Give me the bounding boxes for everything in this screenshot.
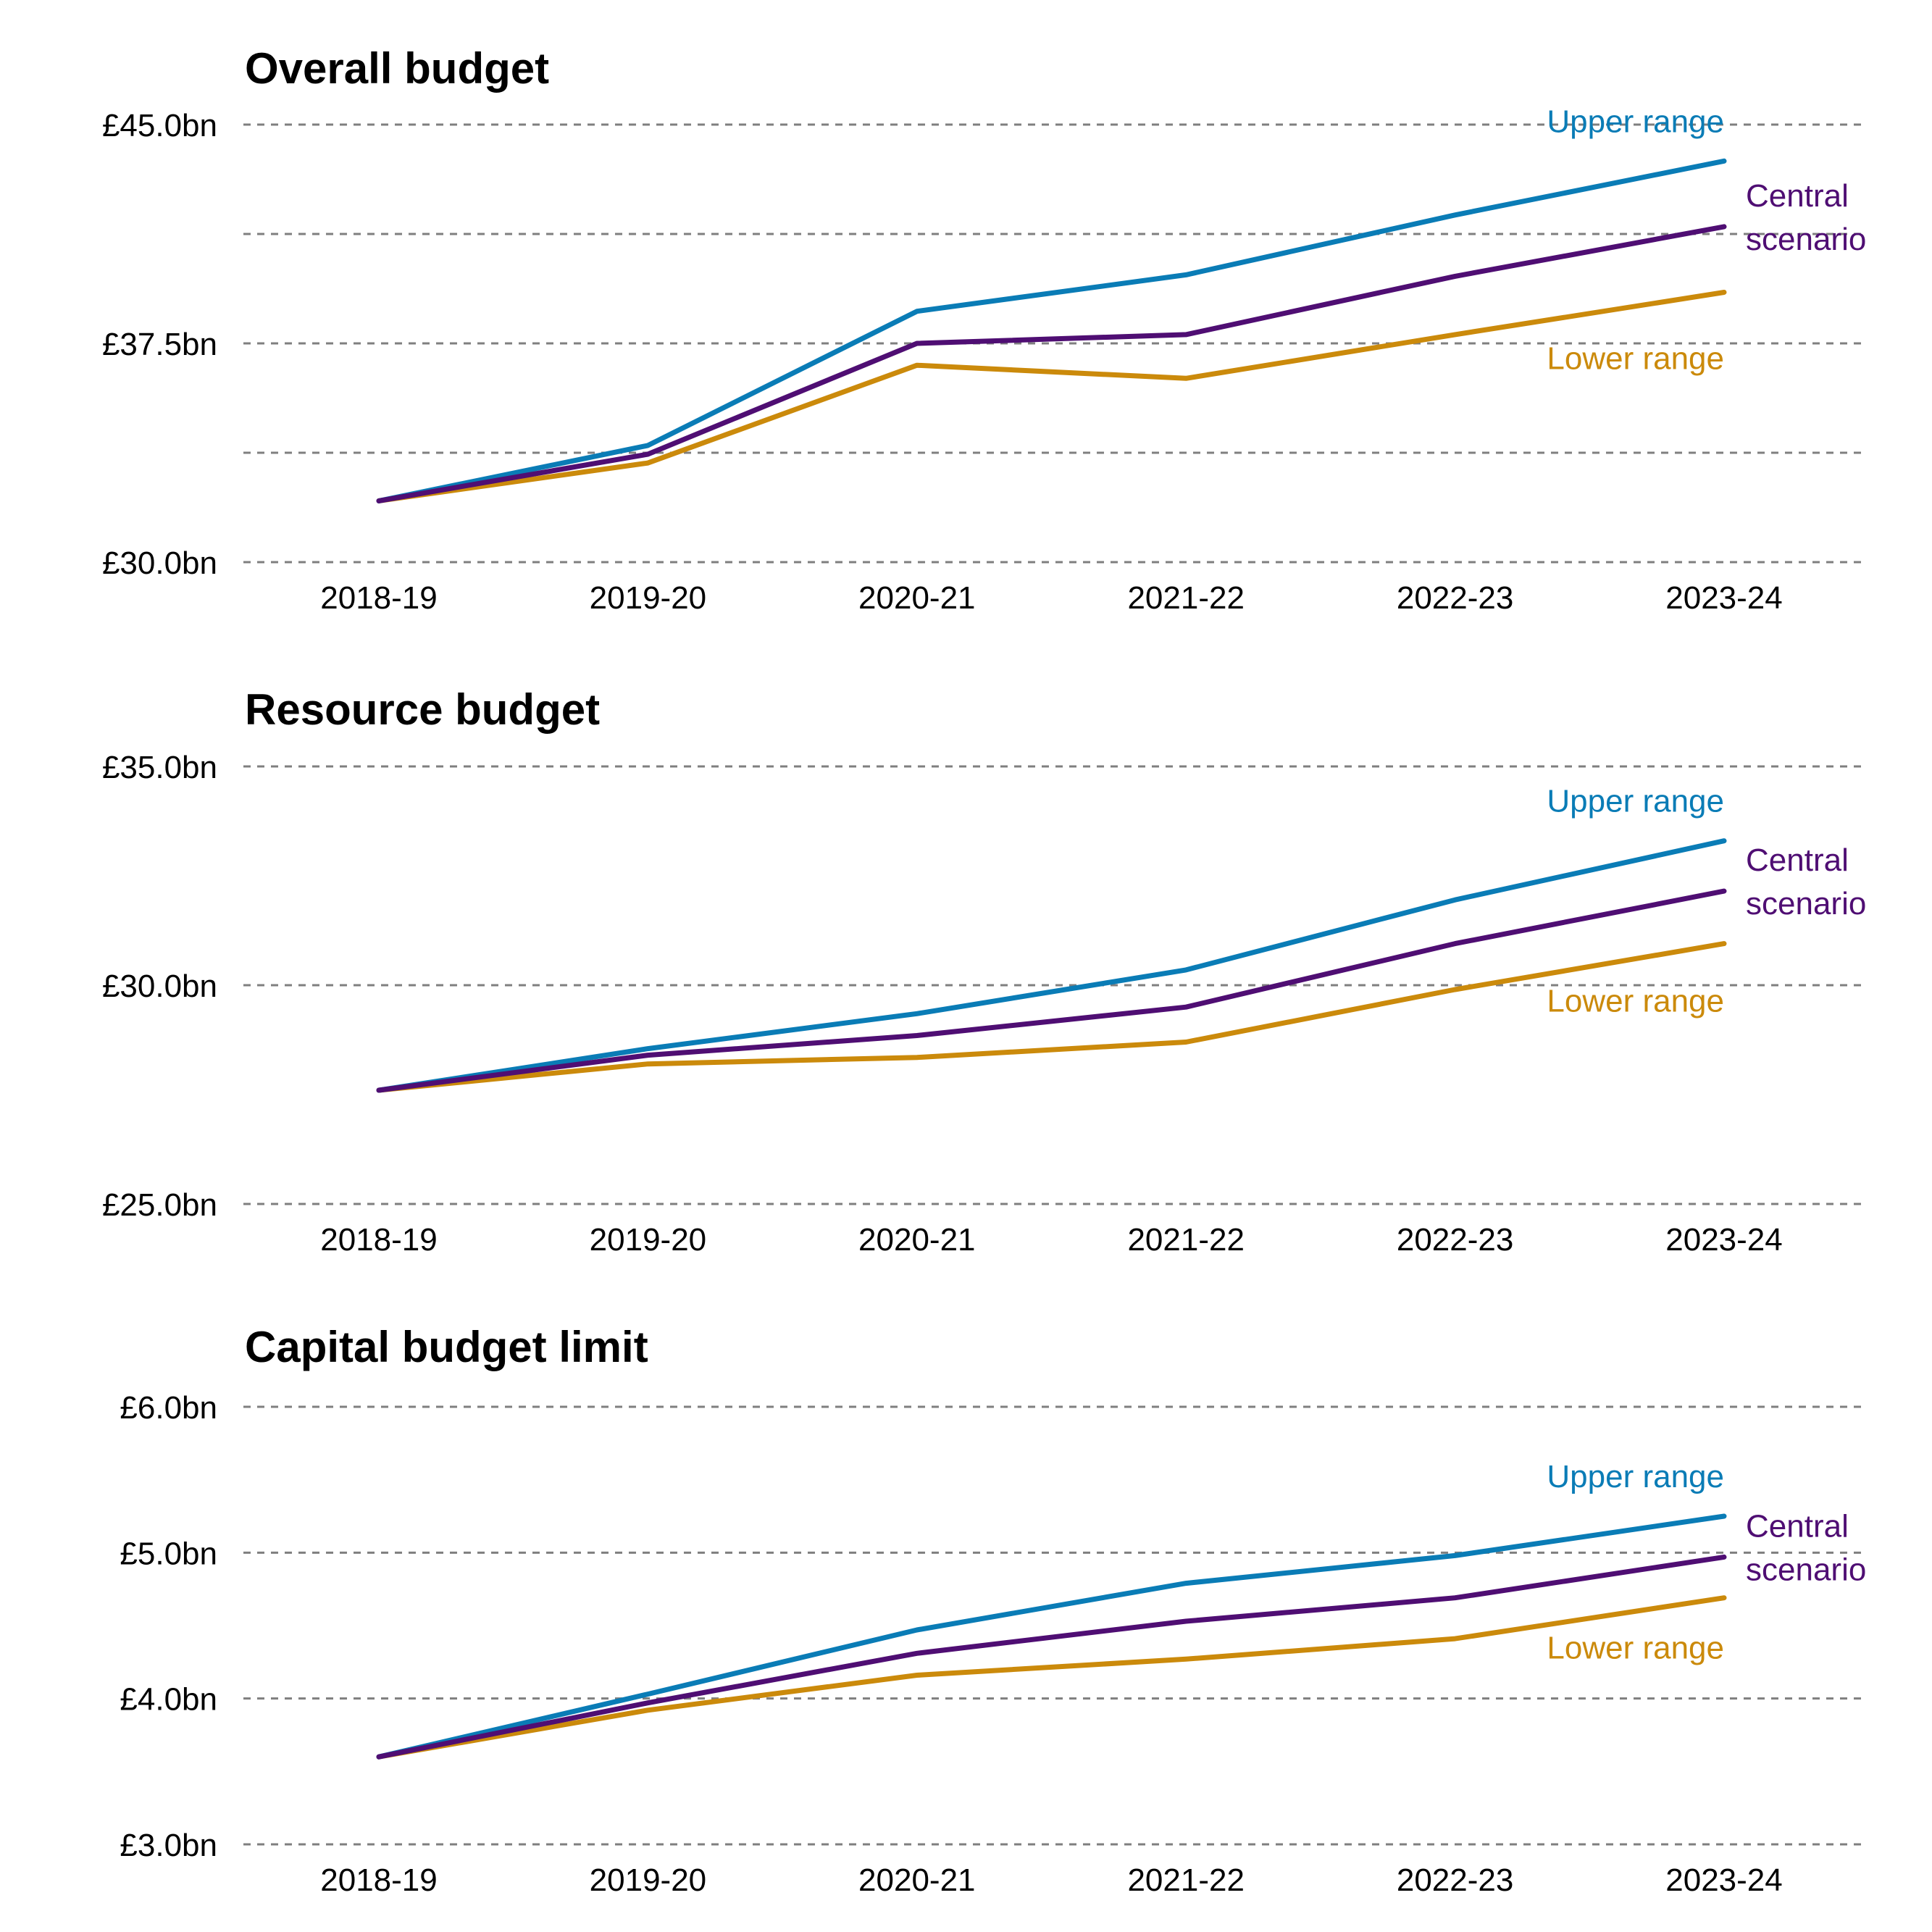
x-tick-label: 2022-23 <box>1397 1222 1513 1258</box>
series-line-upper <box>376 158 1727 503</box>
series-label-lower: Lower range <box>1547 341 1724 377</box>
x-tick-label: 2018-19 <box>320 1222 437 1258</box>
series-line-central <box>376 888 1727 1093</box>
x-tick-label: 2021-22 <box>1127 580 1244 616</box>
series-label-central: scenario <box>1746 886 1866 921</box>
y-tick-label: £6.0bn <box>120 1390 217 1426</box>
series-label-central: scenario <box>1746 1552 1866 1587</box>
series-label-lower: Lower range <box>1547 1631 1724 1666</box>
series-line-upper <box>376 1513 1727 1760</box>
y-tick-label: £35.0bn <box>102 750 217 785</box>
y-tick-label: £3.0bn <box>120 1828 217 1863</box>
x-tick-label: 2018-19 <box>320 1862 437 1898</box>
y-tick-label: £45.0bn <box>102 108 217 143</box>
y-tick-label: £30.0bn <box>102 969 217 1004</box>
x-tick-label: 2023-24 <box>1665 1222 1782 1258</box>
y-tick-label: £25.0bn <box>102 1187 217 1223</box>
series-label-central: scenario <box>1746 222 1866 257</box>
x-tick-label: 2022-23 <box>1397 580 1513 616</box>
x-tick-label: 2018-19 <box>320 580 437 616</box>
y-tick-label: £30.0bn <box>102 545 217 581</box>
chart-title: Capital budget limit <box>245 1323 648 1371</box>
y-tick-label: £5.0bn <box>120 1536 217 1571</box>
chart-title: Resource budget <box>245 685 600 734</box>
series-line-upper <box>376 838 1727 1093</box>
series-line-central <box>376 1554 1727 1760</box>
series-line-lower <box>376 1595 1727 1760</box>
chart-panel-1: Overall budget £30.0bn £37.5bn £45.0bn 2018-… <box>102 44 1866 616</box>
x-tick-label: 2020-21 <box>858 580 975 616</box>
x-tick-label: 2023-24 <box>1665 1862 1782 1898</box>
x-tick-label: 2019-20 <box>590 580 706 616</box>
series-label-central: Central <box>1746 842 1849 878</box>
chart-panel-3: Capital budget limit £3.0bn £4.0bn £5.0bn £6… <box>120 1323 1866 1898</box>
series-label-upper: Upper range <box>1547 1459 1724 1494</box>
series-line-lower <box>376 290 1727 503</box>
chart-title: Overall budget <box>245 44 549 93</box>
series-label-central: Central <box>1746 1508 1849 1544</box>
series-label-central: Central <box>1746 178 1849 214</box>
x-tick-label: 2022-23 <box>1397 1862 1513 1898</box>
x-tick-label: 2019-20 <box>590 1862 706 1898</box>
x-tick-label: 2020-21 <box>858 1222 975 1258</box>
series-label-upper: Upper range <box>1547 784 1724 819</box>
chart-panel-2: Resource budget £25.0bn £30.0bn £35.0bn 2018… <box>102 685 1866 1258</box>
x-tick-label: 2020-21 <box>858 1862 975 1898</box>
series-label-upper: Upper range <box>1547 104 1724 139</box>
x-tick-label: 2023-24 <box>1665 580 1782 616</box>
series-label-lower: Lower range <box>1547 984 1724 1019</box>
x-tick-label: 2019-20 <box>590 1222 706 1258</box>
series-line-central <box>376 224 1727 503</box>
x-tick-label: 2021-22 <box>1127 1862 1244 1898</box>
y-tick-label: £37.5bn <box>102 327 217 362</box>
y-tick-label: £4.0bn <box>120 1682 217 1718</box>
series-line-lower <box>376 941 1727 1093</box>
x-tick-label: 2021-22 <box>1127 1222 1244 1258</box>
